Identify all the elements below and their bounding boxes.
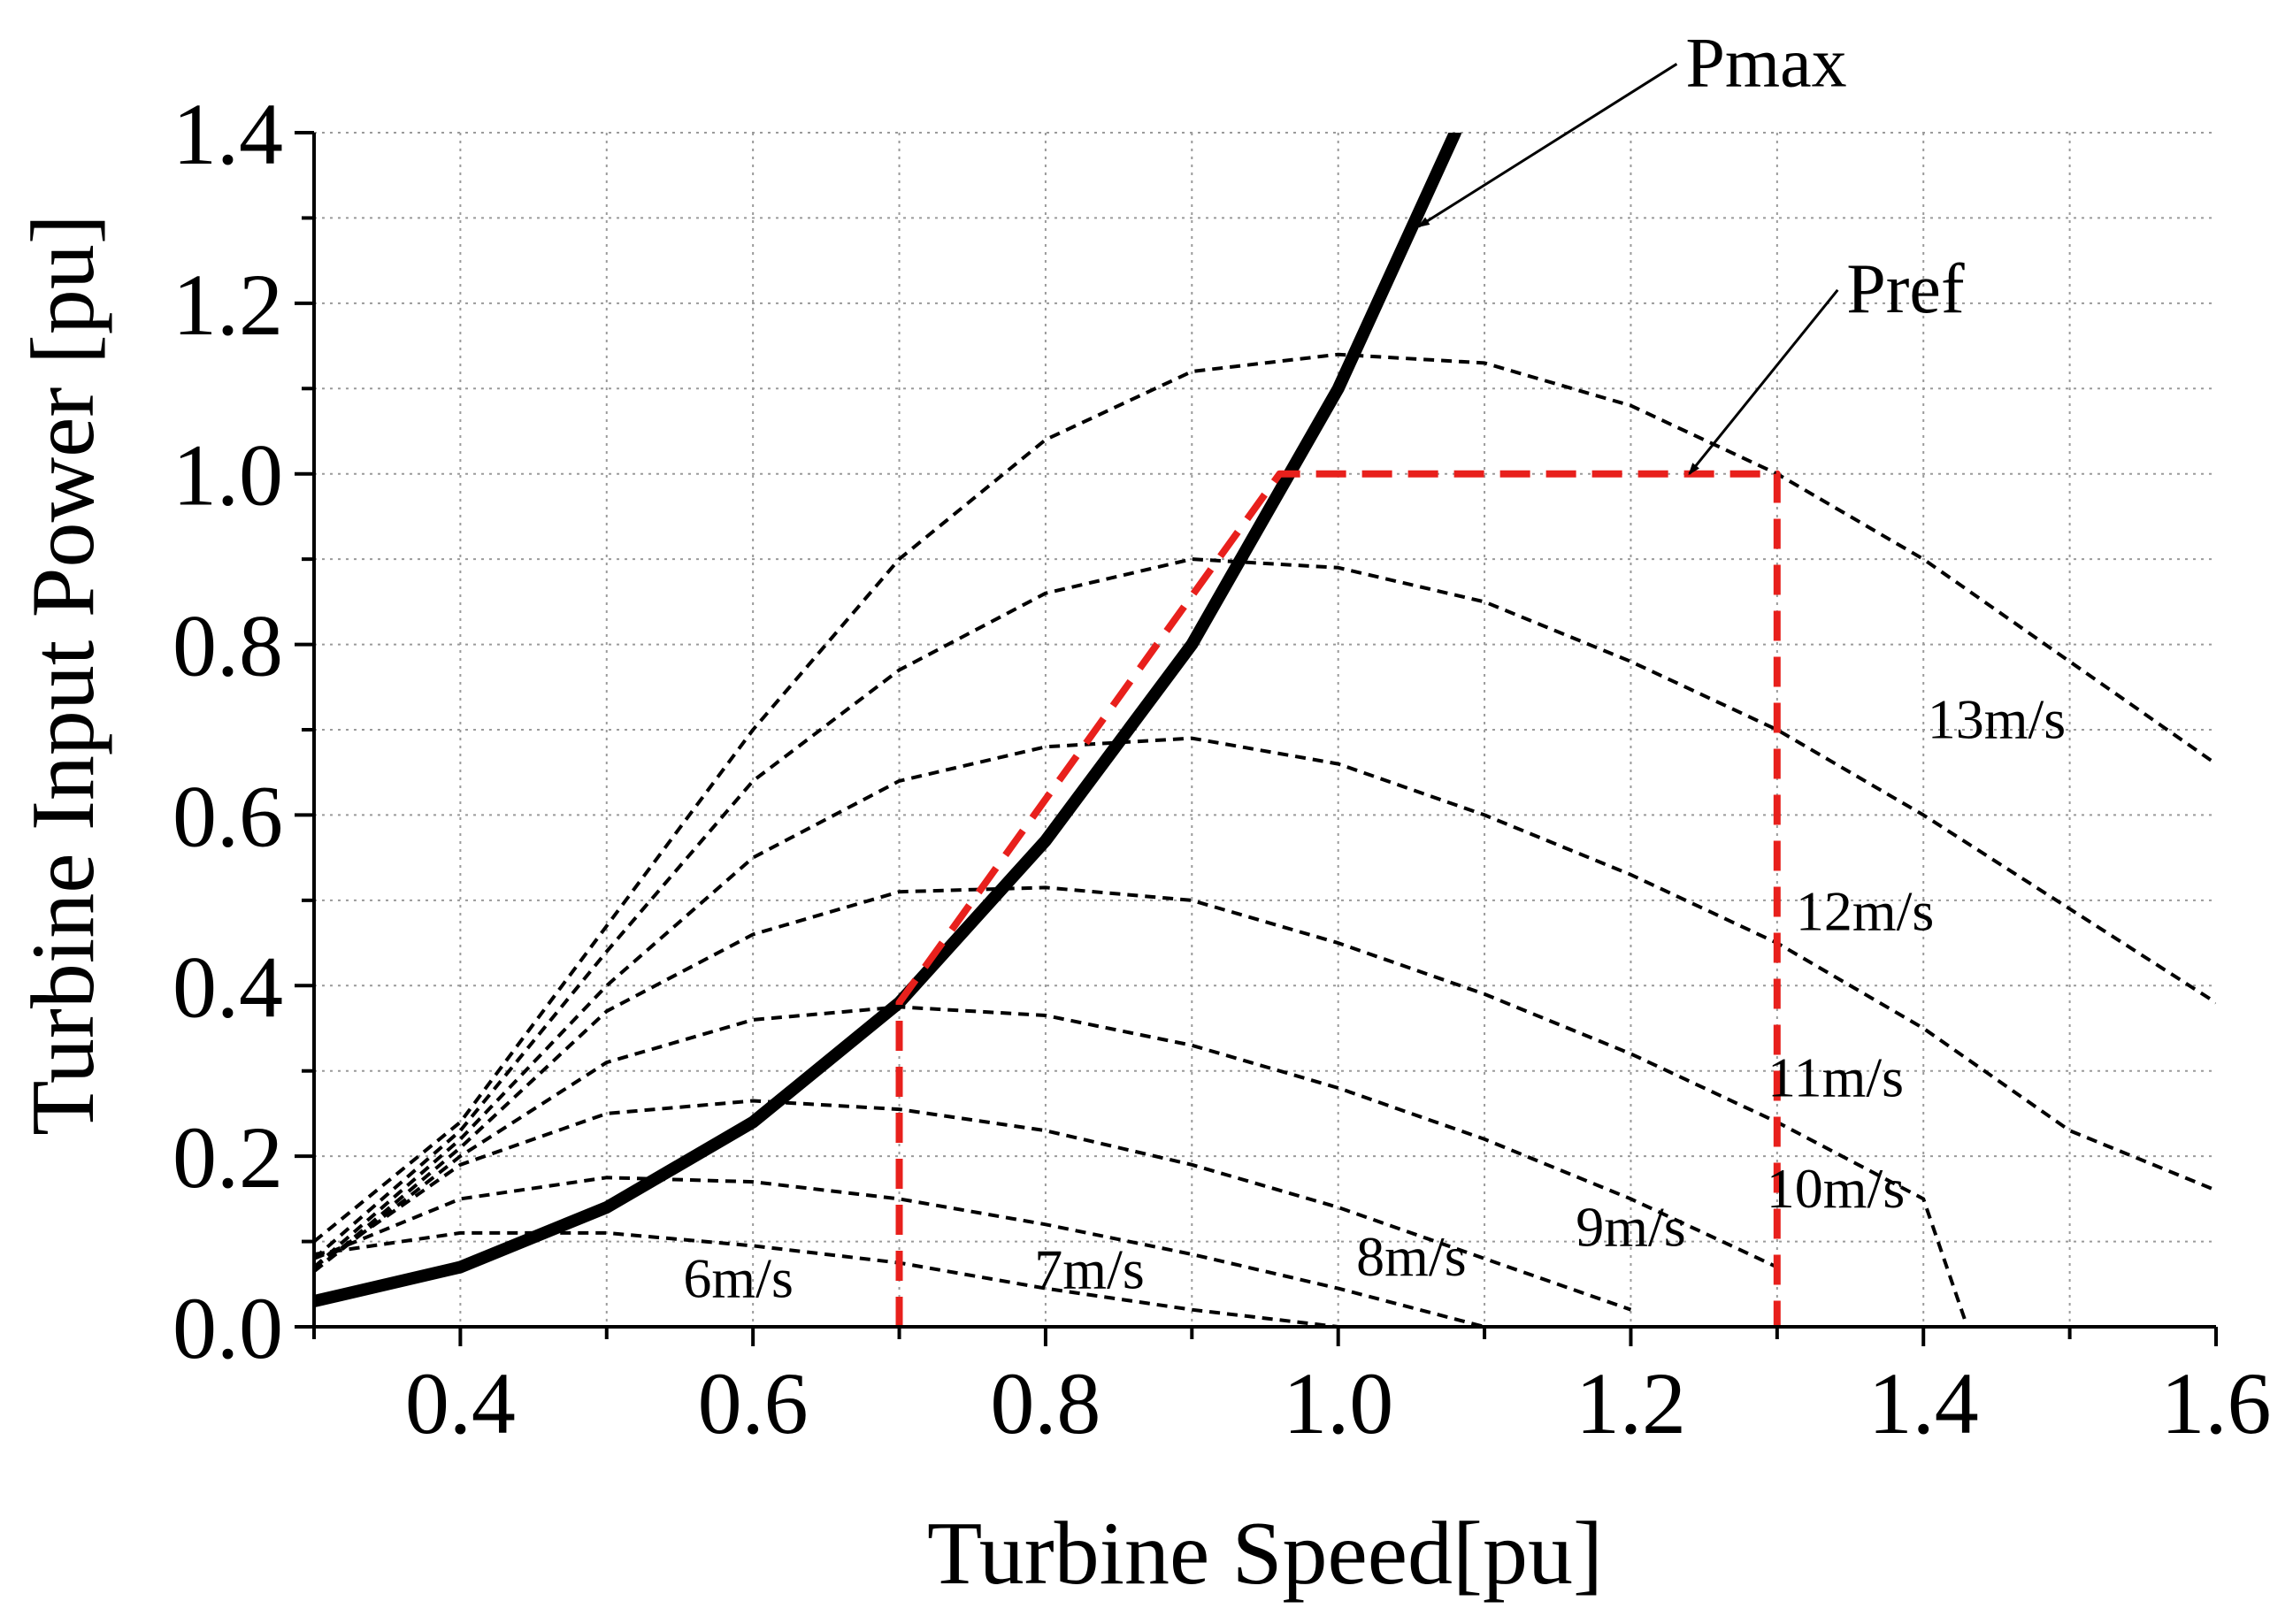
y-tick-label: 0.6 [173, 767, 283, 865]
curve-label: 6m/s [683, 1246, 793, 1309]
series-line-8m-s [314, 1099, 1632, 1312]
annotation-arrow [1688, 288, 1839, 476]
x-tick-label: 1.2 [1576, 1354, 1686, 1452]
x-tick-label: 1.4 [1868, 1354, 1979, 1452]
x-axis-title: Turbine Speed[pu] [927, 1504, 1603, 1604]
series-line-13m-s [314, 352, 2216, 1244]
x-tick-label: 0.4 [405, 1354, 516, 1452]
series-line-pmax [314, 133, 1461, 1308]
curve-label: 7m/s [1034, 1238, 1144, 1301]
x-tick-label: 1.6 [2161, 1354, 2272, 1452]
series-line-9m-s [314, 1005, 1778, 1273]
series-layer [314, 133, 2216, 1327]
y-tick-label: 1.4 [173, 85, 283, 183]
curve-label: 10m/s [1767, 1157, 1905, 1220]
curve-label: 13m/s [1928, 688, 2066, 751]
y-axis-title: Turbine Input Power [pu] [13, 214, 113, 1136]
y-tick-label: 0.2 [173, 1108, 283, 1207]
x-tick-label: 0.8 [990, 1354, 1100, 1452]
y-tick-label: 1.2 [173, 256, 283, 354]
annotation-label-pref: Pref [1846, 250, 1965, 328]
labels-layer: 6m/s 7m/s 8m/s 9m/s 10m/s 11m/s 12m/s 13m/s Pmax… [683, 24, 2066, 1309]
series-line-pref [895, 470, 1781, 1327]
x-tick-label: 0.6 [698, 1354, 809, 1452]
series-line-12m-s [314, 557, 2216, 1260]
curve-label: 12m/s [1796, 880, 1934, 943]
series-line-7m-s [314, 1176, 1485, 1327]
annotation-label-pmax: Pmax [1685, 24, 1846, 102]
y-tick-label: 0.4 [173, 938, 283, 1036]
annotation-arrow [1416, 63, 1678, 228]
grid [314, 132, 2216, 1327]
series-line-6m-s [314, 1230, 1338, 1327]
y-tick-label: 1.0 [173, 426, 283, 525]
y-tick-label: 0.0 [173, 1279, 283, 1377]
series-line-11m-s [314, 736, 2216, 1269]
axes: 0.4 0.6 0.8 1.0 1.2 1.4 1.6 0.0 0.2 0.4 0.6 0.8 1.0 1… [173, 85, 2272, 1452]
x-tick-label: 1.0 [1283, 1354, 1393, 1452]
curve-label: 8m/s [1356, 1225, 1466, 1288]
curve-label: 9m/s [1576, 1195, 1685, 1258]
curve-label: 11m/s [1768, 1046, 1904, 1109]
y-tick-label: 0.8 [173, 597, 283, 695]
